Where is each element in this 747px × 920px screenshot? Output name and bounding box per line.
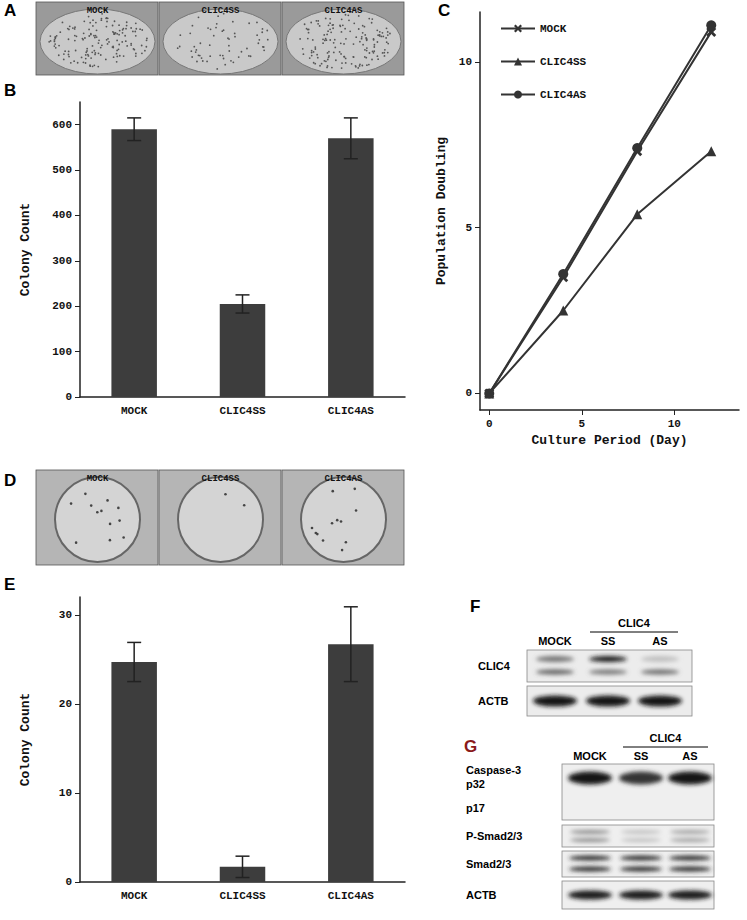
svg-text:ACTB: ACTB bbox=[478, 695, 509, 707]
svg-text:CLIC4SS: CLIC4SS bbox=[202, 474, 240, 484]
svg-text:30: 30 bbox=[59, 609, 72, 621]
svg-text:MOCK: MOCK bbox=[87, 6, 109, 16]
svg-text:0: 0 bbox=[65, 876, 72, 888]
svg-text:400: 400 bbox=[52, 209, 72, 221]
svg-text:CLIC4AS: CLIC4AS bbox=[540, 89, 587, 101]
svg-text:CLIC4AS: CLIC4AS bbox=[325, 6, 363, 16]
svg-text:10: 10 bbox=[668, 418, 681, 430]
svg-text:CLIC4SS: CLIC4SS bbox=[202, 6, 240, 16]
svg-text:Caspase-3: Caspase-3 bbox=[466, 764, 521, 776]
svg-text:MOCK: MOCK bbox=[87, 474, 109, 484]
svg-text:10: 10 bbox=[59, 787, 72, 799]
svg-text:0: 0 bbox=[65, 391, 72, 403]
svg-text:500: 500 bbox=[52, 164, 72, 176]
svg-text:10: 10 bbox=[459, 56, 472, 68]
svg-text:CLIC4AS: CLIC4AS bbox=[328, 890, 375, 902]
svg-text:300: 300 bbox=[52, 255, 72, 267]
svg-text:CLIC4: CLIC4 bbox=[478, 660, 511, 672]
svg-text:B: B bbox=[4, 81, 16, 100]
svg-text:Colony Count: Colony Count bbox=[18, 203, 33, 297]
svg-text:Colony Count: Colony Count bbox=[18, 693, 33, 787]
svg-text:CLIC4SS: CLIC4SS bbox=[219, 890, 266, 902]
svg-text:Population Doubling: Population Doubling bbox=[434, 137, 449, 285]
svg-text:p17: p17 bbox=[466, 802, 485, 814]
svg-text:600: 600 bbox=[52, 119, 72, 131]
svg-text:AS: AS bbox=[682, 750, 697, 762]
svg-text:SS: SS bbox=[601, 635, 616, 647]
svg-text:C: C bbox=[438, 1, 450, 20]
svg-text:MOCK: MOCK bbox=[538, 635, 572, 647]
svg-text:CLIC4: CLIC4 bbox=[618, 617, 651, 629]
svg-text:CLIC4SS: CLIC4SS bbox=[219, 405, 266, 417]
svg-text:CLIC4SS: CLIC4SS bbox=[540, 56, 587, 68]
svg-text:Smad2/3: Smad2/3 bbox=[466, 858, 511, 870]
svg-text:A: A bbox=[4, 1, 16, 20]
svg-text:D: D bbox=[4, 471, 16, 490]
svg-text:P-Smad2/3: P-Smad2/3 bbox=[466, 830, 522, 842]
svg-text:Culture Period (Day): Culture Period (Day) bbox=[531, 433, 687, 448]
svg-text:F: F bbox=[470, 597, 480, 616]
svg-text:5: 5 bbox=[465, 222, 472, 234]
svg-text:CLIC4AS: CLIC4AS bbox=[325, 474, 363, 484]
svg-text:MOCK: MOCK bbox=[573, 750, 607, 762]
svg-text:200: 200 bbox=[52, 300, 72, 312]
svg-text:MOCK: MOCK bbox=[121, 890, 148, 902]
svg-text:AS: AS bbox=[652, 635, 667, 647]
svg-text:G: G bbox=[464, 737, 477, 756]
svg-text:p32: p32 bbox=[466, 778, 485, 790]
svg-text:0: 0 bbox=[486, 418, 493, 430]
svg-text:0: 0 bbox=[465, 387, 472, 399]
svg-text:MOCK: MOCK bbox=[540, 23, 567, 35]
svg-text:20: 20 bbox=[59, 698, 72, 710]
svg-text:E: E bbox=[4, 575, 15, 594]
svg-text:CLIC4AS: CLIC4AS bbox=[328, 405, 375, 417]
svg-text:ACTB: ACTB bbox=[466, 889, 497, 901]
svg-text:5: 5 bbox=[578, 418, 585, 430]
svg-text:100: 100 bbox=[52, 346, 72, 358]
svg-text:MOCK: MOCK bbox=[121, 405, 148, 417]
svg-text:SS: SS bbox=[634, 750, 649, 762]
svg-text:CLIC4: CLIC4 bbox=[650, 732, 683, 744]
